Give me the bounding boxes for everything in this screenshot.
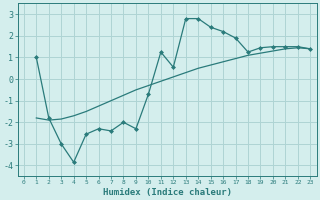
X-axis label: Humidex (Indice chaleur): Humidex (Indice chaleur) [103, 188, 232, 197]
